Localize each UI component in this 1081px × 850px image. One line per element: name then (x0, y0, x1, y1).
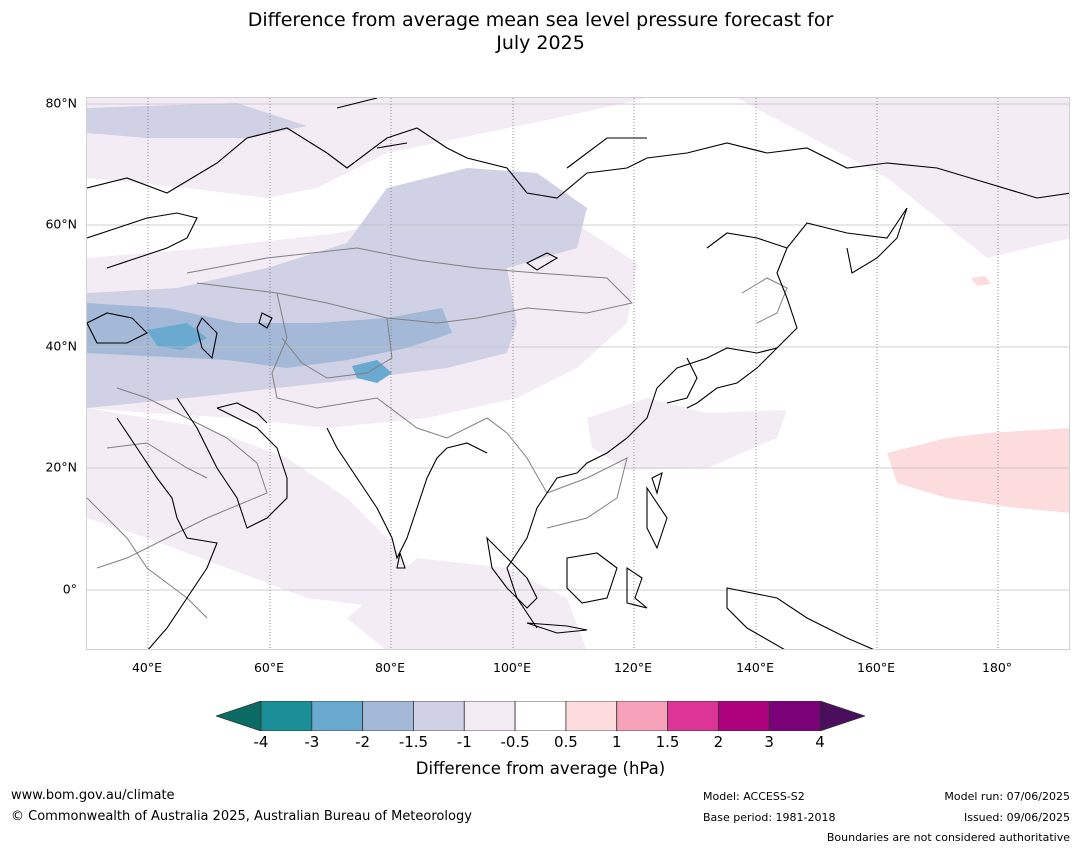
lat-label-20n: 20°N (45, 459, 77, 475)
anomaly-caspian-below (87, 303, 452, 368)
lat-label-60n: 60°N (45, 216, 77, 232)
colorbar-cell (413, 701, 465, 731)
chart-title: Difference from average mean sea level p… (0, 9, 1081, 55)
meridians (147, 98, 999, 649)
coast-new-guinea (726, 587, 874, 649)
title-line-2: July 2025 (496, 32, 585, 54)
coastlines (87, 98, 1069, 649)
footer-model: Model: ACCESS-S2 (703, 790, 805, 803)
anomaly-himalaya-below (352, 360, 392, 383)
anomaly-western-pacific-above (887, 428, 1069, 513)
colorbar-cell (362, 701, 414, 731)
coast-korea (666, 357, 698, 404)
colorbar-cell (667, 701, 719, 731)
lon-label-120e: 120°E (613, 660, 653, 675)
colorbar-tick-label: -4 (253, 733, 269, 751)
coast-borneo (566, 552, 618, 604)
colorbar-tick-label: -3 (304, 733, 320, 751)
anomaly-arabia-slightly-below (87, 408, 417, 608)
colorbar (216, 701, 865, 731)
country-borders (87, 247, 788, 619)
anomaly-caucasus-below (147, 323, 207, 350)
map-canvas (87, 98, 1069, 649)
footer-issued: Issued: 09/06/2025 (963, 811, 1070, 824)
anomaly-arctic-slightly-below (87, 98, 1069, 258)
colorbar-cell (311, 701, 364, 731)
coast-aral (258, 312, 273, 329)
coast-arctic-russia (87, 127, 1069, 199)
lon-label-80e: 80°E (374, 660, 406, 675)
coast-persian-gulf (216, 402, 268, 424)
coast-arabia (176, 397, 288, 529)
coast-java (526, 622, 588, 634)
colorbar-cell (717, 701, 770, 731)
graticule (87, 103, 1069, 591)
colorbar-tick-label: -2 (355, 733, 371, 751)
coast-novaya-zemlya (336, 98, 408, 149)
colorbar-tick-label: 4 (815, 733, 825, 751)
coast-caspian (196, 317, 218, 360)
colorbar-tick-label: -0.5 (500, 733, 530, 751)
map-panel (86, 97, 1070, 650)
coast-sumatra (486, 536, 538, 609)
coast-horn-africa (148, 517, 218, 649)
colorbar-cells (260, 701, 821, 731)
colorbar-tick-label: 0.5 (553, 733, 578, 751)
colorbar-tick-label: 2 (713, 733, 724, 751)
coast-baikal (525, 252, 559, 271)
footer-copyright: © Commonwealth of Australia 2025, Austra… (11, 809, 472, 824)
anomaly-eastasia-slightly-below (587, 398, 787, 470)
coast-kamchatka (846, 207, 908, 274)
colorbar-tick-label: 3 (764, 733, 774, 751)
anomaly-kamchatka-above (971, 276, 991, 286)
lat-label-40n: 40°N (45, 338, 77, 354)
lon-label-160e: 160°E (856, 660, 896, 675)
coast-taiwan (651, 471, 663, 495)
colorbar-cell (463, 701, 516, 731)
coast-china-korea (576, 347, 758, 474)
colorbar-cell (260, 701, 313, 731)
colorbar-cell (565, 701, 618, 731)
anomaly-south-asia-slightly-below (347, 558, 587, 649)
lon-label-100e: 100°E (492, 660, 532, 675)
colorbar-tick-label: -1 (456, 733, 472, 751)
coast-red-sea (116, 417, 178, 519)
footer-model-run: Model run: 07/06/2025 (944, 790, 1070, 803)
coast-india (326, 427, 488, 560)
colorbar-label: Difference from average (hPa) (415, 759, 666, 778)
lat-label-0: 0° (62, 581, 77, 597)
coast-pacific-russia (756, 207, 908, 354)
colorbar-extend-low (216, 701, 262, 731)
title-line-1: Difference from average mean sea level p… (247, 9, 834, 31)
coast-philippines (646, 486, 668, 550)
colorbar-tick-label: 1.5 (655, 733, 680, 751)
coast-scandinavia (87, 212, 198, 269)
colorbar-extend-high (819, 701, 865, 731)
coast-okhotsk (706, 232, 788, 249)
lon-label-60e: 60°E (253, 660, 285, 675)
lon-label-40e: 40°E (131, 660, 163, 675)
footer-base-period: Base period: 1981-2018 (703, 811, 836, 824)
colorbar-tick-label: -1.5 (398, 733, 429, 751)
lat-label-80n: 80°N (45, 95, 77, 111)
coast-japan (686, 347, 778, 409)
anomaly-arctic-below (87, 103, 307, 138)
footer-disclaimer: Boundaries are not considered authoritat… (826, 831, 1070, 844)
footer-website[interactable]: www.bom.gov.au/climate (11, 788, 175, 803)
coast-black-sea (87, 312, 148, 344)
colorbar-cell (514, 701, 567, 731)
coast-sulawesi (626, 566, 648, 609)
coast-taymyr (566, 137, 647, 169)
coast-sri-lanka (396, 550, 406, 569)
colorbar-cell (616, 701, 668, 731)
colorbar-cell (768, 701, 821, 731)
lon-label-180: 180° (981, 660, 1013, 675)
lon-label-140e: 140°E (735, 660, 775, 675)
colorbar-tick-label: 1 (611, 733, 622, 751)
